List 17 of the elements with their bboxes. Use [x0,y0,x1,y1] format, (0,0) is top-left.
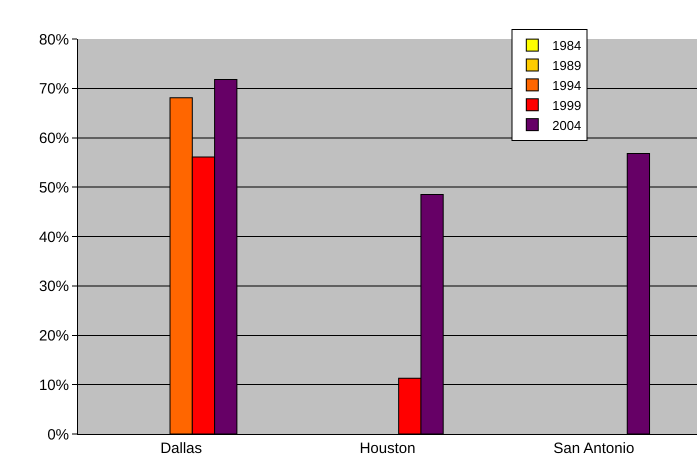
y-tick-label: 70% [38,80,69,98]
legend-label: 2004 [552,118,582,133]
y-tick-label: 30% [38,278,69,296]
x-tick-label: Dallas [160,440,202,457]
legend-label: 1984 [552,38,582,54]
x-tick-label: Houston [360,440,416,457]
legend-label: 1994 [552,78,582,93]
x-tick-label: San Antonio [553,440,634,457]
legend-label: 1999 [552,98,582,113]
y-tick-label: 40% [38,228,69,246]
y-tick-label: 0% [47,426,69,444]
y-tick-label: 80% [38,31,69,48]
y-tick-label: 50% [38,179,69,196]
legend-label: 1989 [552,58,582,74]
y-tick-label: 10% [38,376,69,394]
y-tick-label: 20% [38,328,69,344]
y-tick-label: 60% [38,130,69,147]
